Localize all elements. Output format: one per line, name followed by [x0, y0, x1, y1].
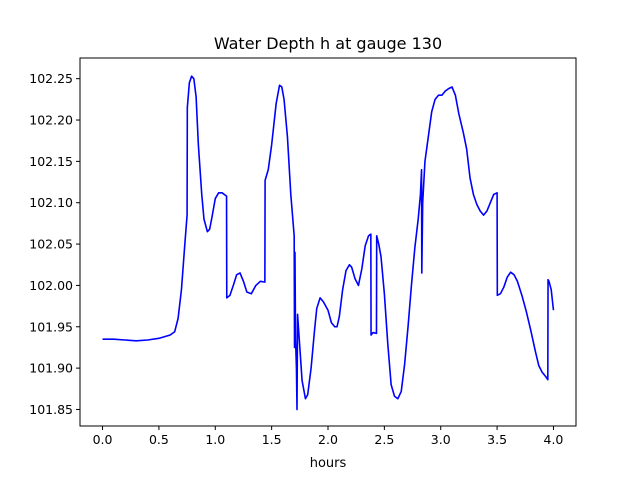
x-tick-label: 0.0	[93, 432, 113, 447]
x-axis-label: hours	[310, 456, 347, 471]
y-tick-label: 101.95	[29, 319, 73, 334]
plot-area: 0.0 0.5 1.0 1.5 2.0 2.5 3.0 3.5 4.0 101.85 101.90 1…	[29, 57, 577, 447]
y-tick-label: 101.90	[29, 361, 73, 376]
x-tick-label: 4.0	[544, 432, 564, 447]
x-tick-label: 2.0	[318, 432, 338, 447]
y-tick-label: 101.85	[29, 402, 73, 417]
y-tick-label: 102.00	[29, 278, 73, 293]
x-tick-label: 1.0	[205, 432, 225, 447]
y-tick-label: 102.20	[29, 113, 73, 128]
y-tick-label: 102.10	[29, 195, 73, 210]
x-tick-label: 0.5	[149, 432, 169, 447]
chart-title: Water Depth h at gauge 130	[214, 34, 442, 53]
x-tick-label: 2.5	[374, 432, 394, 447]
plot-frame	[79, 57, 577, 427]
x-tick-label: 3.5	[487, 432, 507, 447]
y-tick-label: 102.25	[29, 71, 73, 86]
x-tick-label: 3.0	[431, 432, 451, 447]
y-tick-label: 102.05	[29, 237, 73, 252]
x-tick-label: 1.5	[262, 432, 282, 447]
series-line-0	[102, 75, 555, 411]
y-tick-label: 102.15	[29, 154, 73, 169]
